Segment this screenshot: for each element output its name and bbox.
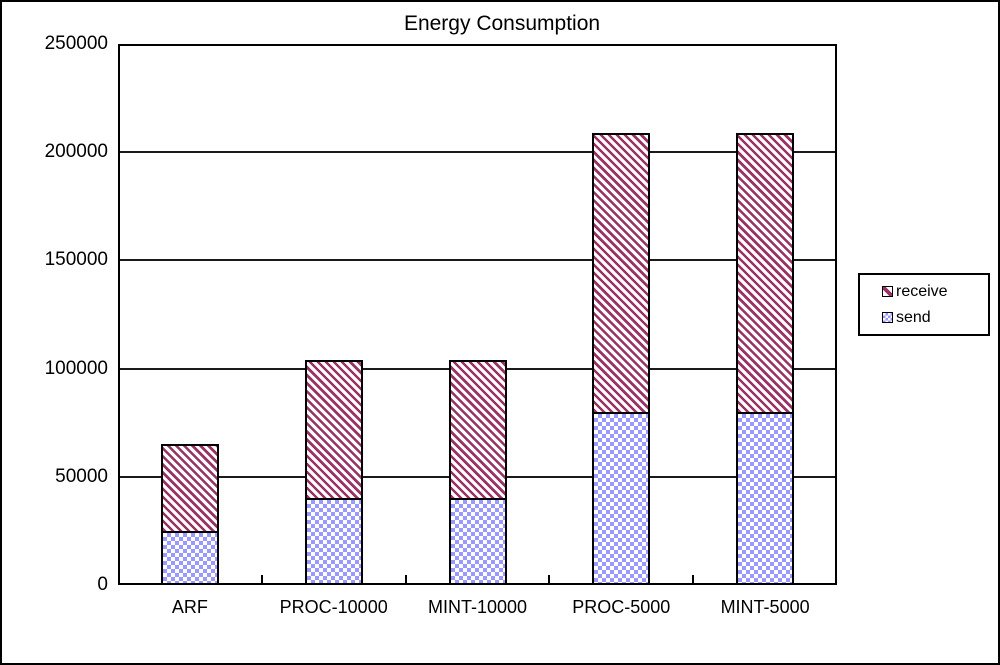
legend-swatch-send-icon [882,311,893,323]
bar-mint-10000-send [448,498,507,585]
plot-area [118,44,837,585]
y-tick-label-100000: 100000 [44,357,108,379]
legend-label-send: send [896,308,931,326]
x-category-label-arf: ARF [171,597,208,617]
legend-swatch-receive-icon [882,286,893,298]
y-tick-label-50000: 50000 [55,465,108,487]
x-axis-tick [260,575,263,585]
bar-arf-receive [160,444,219,533]
legend-label-receive: receive [896,283,948,301]
x-category-label-mint-5000: MINT-5000 [720,597,810,617]
x-axis-tick [404,575,407,585]
x-axis-tick [548,575,551,585]
x-category-label-proc-10000: PROC-10000 [279,597,388,617]
y-tick-label-0: 0 [97,574,108,595]
legend-item-receive: receive [882,283,988,300]
y-tick-label-200000: 200000 [44,141,108,163]
x-axis-tick [692,575,695,585]
x-category-label-mint-10000: MINT-10000 [427,597,528,617]
y-axis-line [118,44,120,585]
legend: receive send [858,273,990,336]
y-tick-label-150000: 150000 [44,249,108,271]
bar-proc-10000-send [304,498,363,585]
bar-arf-send [160,530,219,585]
plot-border-top [118,44,837,46]
chart-title: Energy Consumption [403,12,601,35]
gridline-150000 [118,259,837,262]
x-axis-line [118,583,837,585]
bar-proc-5000-receive [592,132,651,414]
bar-mint-5000-receive [736,132,795,414]
bar-proc-5000-send [592,411,651,585]
bar-mint-5000-send [736,411,795,585]
legend-item-send: send [882,309,988,326]
gridline-200000 [118,151,837,154]
y-tick-label-250000: 250000 [44,33,108,54]
bar-mint-10000-receive [448,359,507,501]
plot-border-right [835,44,837,585]
x-category-label-proc-5000: PROC-5000 [572,597,671,617]
bar-proc-10000-receive [304,359,363,501]
